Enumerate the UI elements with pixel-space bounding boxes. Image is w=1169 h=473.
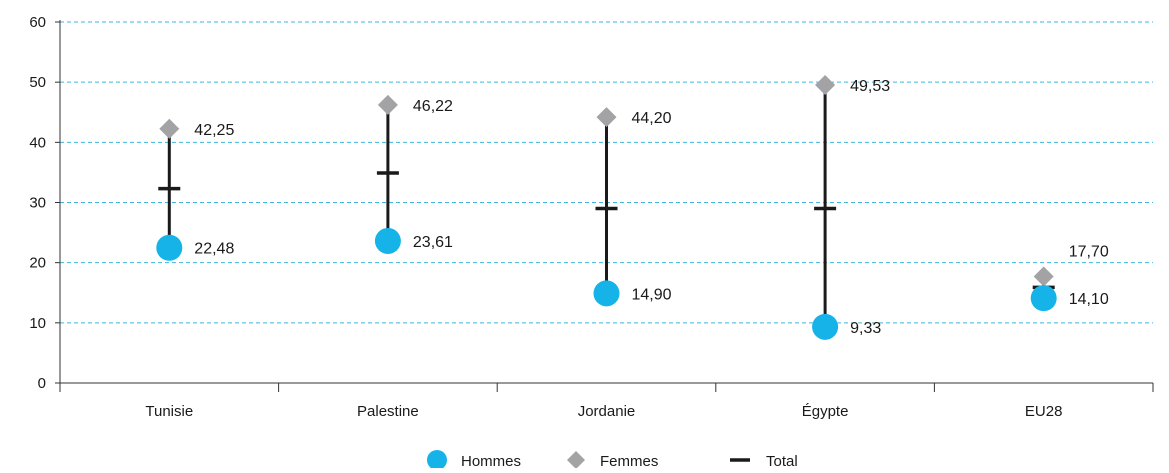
hommes-data-label: 9,33 <box>850 320 881 337</box>
femmes-data-label: 42,25 <box>194 122 234 139</box>
y-tick-label: 0 <box>38 375 46 392</box>
x-tick-label: Jordanie <box>578 403 636 420</box>
legend-femmes-marker <box>567 451 585 469</box>
femmes-marker <box>377 94 398 115</box>
femmes-marker <box>815 74 836 95</box>
x-tick-label: Tunisie <box>145 403 193 420</box>
data-labels: 22,48 42,25 23,61 46,22 14,90 44,20 9,33 49,53 1… <box>194 78 1109 337</box>
hommes-marker <box>593 280 620 307</box>
hommes-marker <box>156 234 183 261</box>
legend-total-label: Total <box>766 453 798 468</box>
hommes-marker <box>1030 285 1057 312</box>
x-tick-label: Palestine <box>357 403 419 420</box>
femmes-data-label: 49,53 <box>850 78 890 95</box>
x-tick-label: Égypte <box>802 403 849 420</box>
y-tick-label: 40 <box>29 134 46 151</box>
hommes-marker <box>812 313 839 340</box>
hommes-data-label: 14,90 <box>632 286 672 303</box>
femmes-data-label: 46,22 <box>413 98 453 115</box>
axes: 0 10 20 30 40 50 60 Tunisie Palestine Jordanie Égy… <box>29 14 1154 420</box>
legend-hommes-label: Hommes <box>461 453 521 468</box>
femmes-data-label: 44,20 <box>632 110 672 127</box>
x-tick-label: EU28 <box>1025 403 1063 420</box>
y-tick-label: 60 <box>29 14 46 31</box>
legend-femmes-label: Femmes <box>600 453 658 468</box>
y-tick-label: 50 <box>29 74 46 91</box>
legend-hommes-marker <box>427 450 447 470</box>
hommes-data-label: 23,61 <box>413 234 453 251</box>
hommes-data-label: 22,48 <box>194 241 234 258</box>
femmes-data-label: 17,70 <box>1069 244 1109 261</box>
data-markers <box>156 74 1057 340</box>
legend: Hommes Femmes Total <box>427 450 798 470</box>
femmes-marker <box>596 107 617 128</box>
y-tick-label: 10 <box>29 315 46 332</box>
hommes-data-label: 14,10 <box>1069 291 1109 308</box>
femmes-marker <box>159 118 180 139</box>
hommes-marker <box>374 227 401 254</box>
femmes-marker <box>1033 266 1054 287</box>
y-tick-label: 30 <box>29 195 46 212</box>
y-tick-label: 20 <box>29 255 46 272</box>
